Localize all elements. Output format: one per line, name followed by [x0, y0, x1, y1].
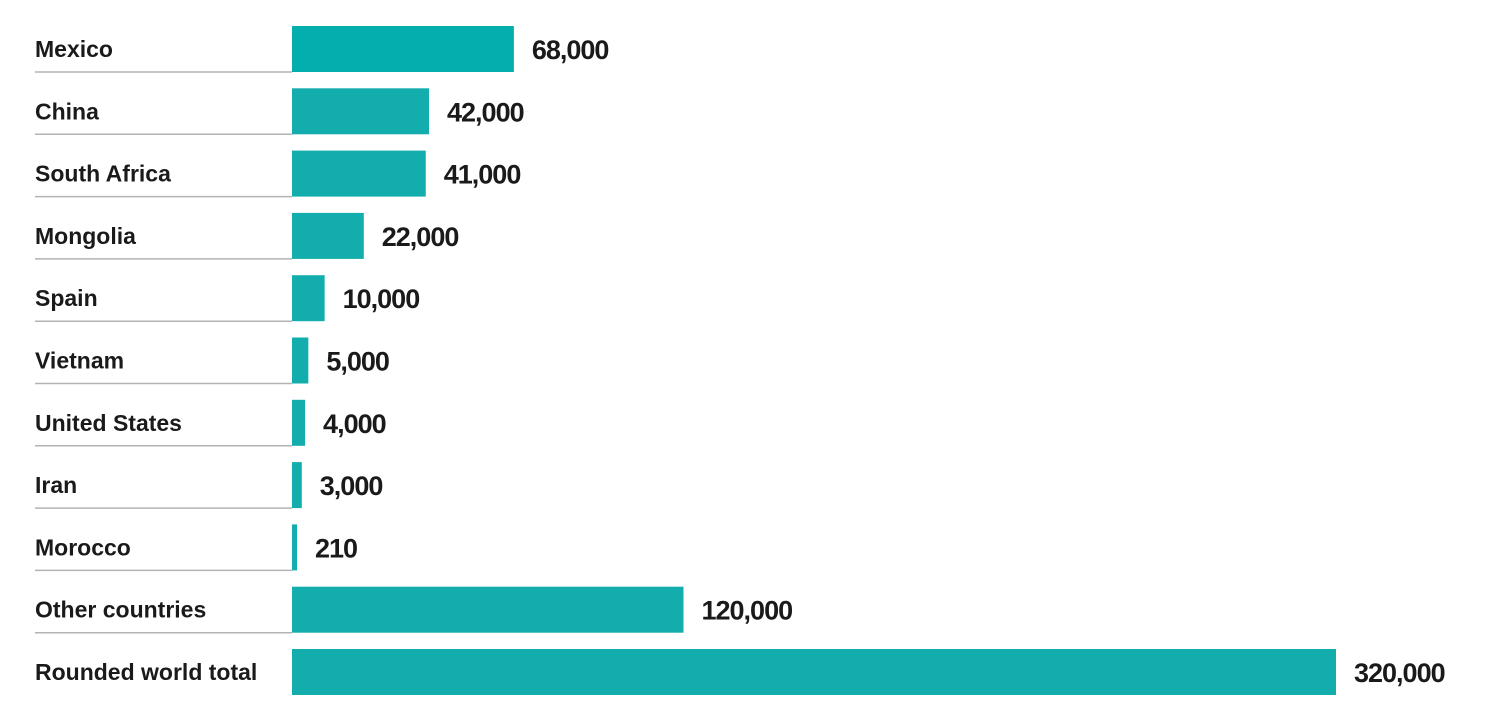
bar-row-mexico: Mexico 68,000 — [35, 26, 609, 73]
category-label: Mexico — [35, 36, 113, 62]
bar-mexico — [292, 26, 514, 72]
category-label: Rounded world total — [35, 659, 257, 685]
bar-row-south-africa: South Africa 41,000 — [35, 150, 521, 198]
bar-mongolia — [292, 212, 364, 259]
bar-rounded-world-total — [292, 649, 1336, 695]
value-label: 4,000 — [323, 409, 386, 439]
bar-row-mongolia: Mongolia 22,000 — [35, 212, 459, 260]
category-label: Other countries — [35, 597, 206, 623]
bar-row-china: China 42,000 — [35, 88, 525, 136]
chart-rows: Mexico 68,000 China 42,000 South Africa 41,00… — [35, 26, 1446, 695]
bar-row-morocco: Morocco 210 — [35, 524, 358, 572]
bar-vietnam — [292, 337, 309, 384]
value-label: 3,000 — [320, 471, 383, 501]
bar-china — [292, 88, 430, 135]
category-label: Vietnam — [35, 348, 124, 374]
value-label: 10,000 — [343, 284, 420, 314]
category-label: China — [35, 98, 99, 124]
category-label: South Africa — [35, 161, 171, 187]
bar-iran — [292, 462, 302, 509]
category-label: Iran — [35, 472, 77, 498]
category-label: Spain — [35, 285, 98, 311]
bar-row-rounded-world-total: Rounded world total 320,000 — [35, 649, 1446, 695]
category-label: Mongolia — [35, 223, 136, 249]
value-label: 68,000 — [532, 35, 609, 65]
category-label: United States — [35, 410, 182, 436]
value-label: 320,000 — [1354, 658, 1445, 688]
bar-other-countries — [292, 586, 684, 633]
value-label: 5,000 — [326, 347, 389, 377]
bar-row-spain: Spain 10,000 — [35, 275, 420, 322]
value-label: 41,000 — [444, 160, 521, 190]
bar-row-iran: Iran 3,000 — [35, 462, 383, 509]
bar-morocco — [292, 524, 297, 571]
bar-spain — [292, 275, 325, 322]
value-label: 210 — [315, 533, 357, 563]
bar-row-united-states: United States 4,000 — [35, 399, 387, 447]
category-label: Morocco — [35, 534, 131, 560]
bar-united-states — [292, 399, 306, 446]
value-label: 42,000 — [447, 97, 524, 127]
bar-row-vietnam: Vietnam 5,000 — [35, 337, 390, 385]
value-label: 22,000 — [382, 222, 459, 252]
value-label: 120,000 — [702, 596, 793, 626]
bar-row-other-countries: Other countries 120,000 — [35, 586, 793, 634]
bar-south-africa — [292, 150, 426, 197]
